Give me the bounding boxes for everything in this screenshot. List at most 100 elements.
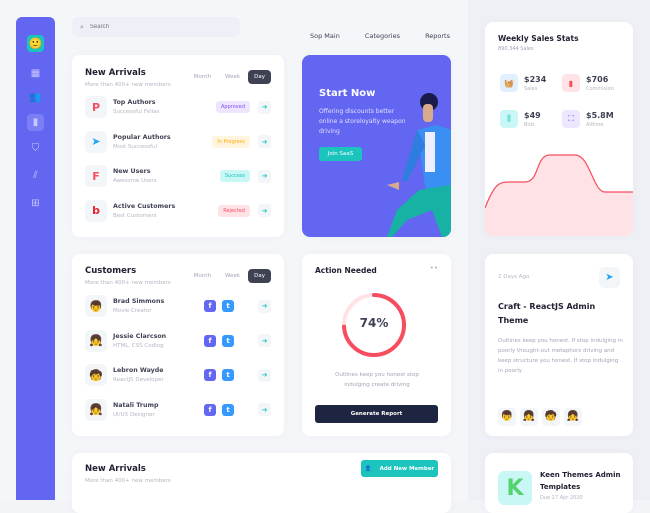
twitter-icon[interactable]: t [222,403,234,416]
join-saas-button[interactable]: Join SaaS [319,147,362,161]
card-title: New Arrivals [85,68,146,78]
avatar: 👧 [85,398,107,421]
item-name[interactable]: Active Customers [113,202,176,210]
search-box[interactable]: ⌕ [72,17,240,37]
status-badge: Rejected [218,204,250,217]
avatar[interactable]: 🙂 [27,35,44,52]
card-subtitle: More than 400+ new members [85,280,171,286]
nav-reports[interactable]: Reports [425,32,450,40]
more-options-icon[interactable]: •• [429,264,438,272]
arrow-right-icon[interactable]: ➔ [258,100,271,114]
card-subtitle: More than 400+ new members [85,82,171,88]
users-icon[interactable]: 👥 [29,92,42,103]
tab-month[interactable]: Month [193,273,212,279]
progress-arc [342,293,406,357]
customer-name[interactable]: Natali Trump [113,401,159,409]
twitter-icon[interactable]: t [222,334,234,347]
card-title: New Arrivals [85,464,146,474]
keen-card: K Keen Themes Admin Templates Due 27 Apr… [485,453,633,513]
card-subtitle: More than 400+ new members [85,478,171,484]
arrow-right-icon[interactable]: ➔ [258,403,271,416]
tab-week[interactable]: Week [225,273,241,279]
post-text: Outlines keep you honest. If stop indulg… [498,338,623,374]
promo-title: Start Now [319,88,376,99]
avatar[interactable]: 👦 [498,407,516,426]
shield-icon[interactable]: ⛉ [31,143,40,154]
avatar: 🧒 [85,364,107,386]
stat-value: $49 [524,110,541,120]
add-new-member-button[interactable]: 👤 Add New Member [361,460,438,477]
item-name[interactable]: New Users [113,168,151,175]
facebook-icon[interactable]: f [204,300,216,312]
avatar[interactable]: 🧒 [542,407,560,426]
stat-label: Sales [524,85,538,92]
library-icon[interactable]: ⫽ [33,170,38,181]
avatar[interactable]: 👧 [564,407,582,426]
customers-card: Customers More than 400+ new members Mon… [72,254,284,436]
status-badge: In Progress [212,135,250,148]
customer-row: 👧 Natali Trump UI/UX Designer f t ➔ [85,398,271,422]
sales-line [485,154,633,209]
new-arrivals-card: New Arrivals More than 400+ new members … [72,55,284,237]
stat-item: 🧺 $234 Sales [500,74,546,92]
facebook-icon[interactable]: f [204,403,216,416]
item-name[interactable]: Top Authors [113,99,156,106]
nav-categories[interactable]: Categories [364,32,400,40]
customer-name[interactable]: Brad Simmons [113,298,165,305]
customer-role: Movie Creator [113,308,152,314]
card-subtitle: 890,344 Sales [498,46,534,52]
facebook-icon[interactable]: f [204,334,216,347]
post-title[interactable]: Craft - ReactJS Admin Theme [498,302,596,325]
tab-day[interactable]: Day [248,269,271,283]
stat-item: ⫼ $49 Bids [500,110,541,128]
post-card: 2 Days Ago ➤ Craft - ReactJS Admin Theme… [485,254,633,436]
top-nav: Sop Main Categories Reports [290,23,450,42]
customer-name[interactable]: Lebron Wayde [113,367,164,374]
keen-date: Due 27 Apr 2020 [540,495,583,501]
weekly-sales-card: Weekly Sales Stats 890,344 Sales 🧺 $234 S… [485,22,633,236]
chart-icon: ▮ [562,74,580,92]
period-tabs: Month Week Day [188,70,271,84]
item-desc: Successful Fellas [113,109,160,115]
arrow-right-icon[interactable]: ➔ [258,334,271,347]
grid-icon[interactable]: ▦ [30,68,41,79]
tab-month[interactable]: Month [193,74,212,80]
tab-week[interactable]: Week [225,74,241,80]
customer-role: HTML, CSS Coding [113,342,164,349]
twitter-icon[interactable]: t [222,369,234,381]
card-title: Customers [85,266,137,276]
facebook-icon[interactable]: f [204,369,216,381]
tab-day[interactable]: Day [248,70,271,84]
arrow-right-icon[interactable]: ➔ [258,135,271,148]
list-item: b Active Customers Best Customers Rejecte… [85,199,271,223]
avatar[interactable]: 👧 [520,407,538,426]
nav-sop-main[interactable]: Sop Main [310,32,340,40]
avatar: 👦 [85,295,107,317]
stat-value: $706 [586,74,609,84]
promo-card: Start Now Offering discounts better onli… [302,55,451,237]
action-text: Outlines keep you honest stop indulging … [335,372,419,388]
arrow-right-icon[interactable]: ➔ [258,169,271,183]
keen-logo: K [498,471,532,505]
item-name[interactable]: Popular Authors [113,133,171,141]
customer-name[interactable]: Jessie Clarcson [113,332,167,340]
list-item: F New Users Awesome Users Success ➔ [85,164,271,188]
search-input[interactable] [89,24,220,30]
arrow-right-icon[interactable]: ➔ [258,368,271,382]
period-tabs: Month Week Day [188,269,271,283]
arrow-right-icon[interactable]: ➔ [258,299,271,313]
plus-icon[interactable]: ⊞ [31,198,40,209]
customer-role: UI/UX Designer [113,411,155,418]
promo-text: Offering discounts better online a store… [319,108,406,135]
action-needed-card: Action Needed •• 74% Outlines keep you h… [302,254,451,436]
arrow-right-icon[interactable]: ➔ [258,204,271,217]
keen-title[interactable]: Keen Themes Admin Templates [540,471,621,491]
item-desc: Most Successful [113,143,157,150]
sales-area-chart [485,154,633,236]
list-item: ➤ Popular Authors Most Successful In Prog… [85,130,271,154]
generate-report-button[interactable]: Generate Report [315,405,438,423]
chart-icon[interactable]: ▮ [27,114,44,131]
add-user-icon: 👤 [364,465,372,472]
twitter-icon[interactable]: t [222,300,234,312]
customer-row: 👧 Jessie Clarcson HTML, CSS Coding f t ➔ [85,329,271,353]
